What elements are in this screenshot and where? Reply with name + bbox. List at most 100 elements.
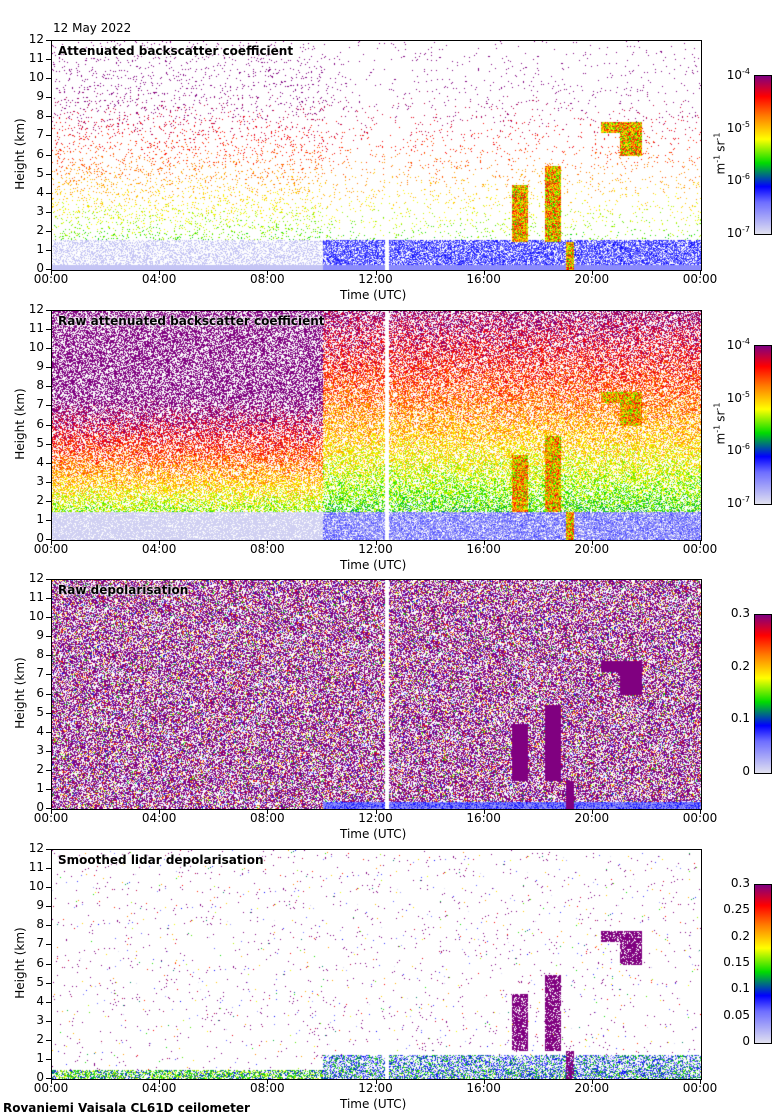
x-tick-mark	[591, 1079, 593, 1084]
x-tick-mark	[159, 270, 161, 275]
colorbar-tick-base: 0.1	[730, 981, 750, 996]
x-tick-mark	[700, 270, 701, 275]
y-tick-mark	[46, 154, 51, 156]
x-axis-label: Time (UTC)	[340, 558, 407, 572]
y-tick-label: 4	[36, 454, 44, 469]
y-tick-label: 8	[36, 917, 44, 932]
x-tick-label: 08:00	[250, 542, 285, 556]
y-tick-mark	[46, 1078, 51, 1079]
y-tick-label: 5	[36, 704, 44, 719]
x-tick-mark	[483, 540, 485, 545]
y-tick-mark	[46, 40, 51, 41]
footer-label: Rovaniemi Vaisala CL61D ceilometer	[3, 1101, 250, 1115]
unit-part: -1	[712, 402, 722, 411]
heatmap-canvas	[52, 850, 701, 1079]
y-axis-label: Height (km)	[13, 656, 27, 729]
y-tick-mark	[46, 808, 51, 809]
colorbar-tick-label: 0.3	[700, 606, 750, 620]
y-tick-label: 10	[28, 70, 44, 85]
y-tick-mark	[46, 925, 51, 927]
plot-panel-4: Smoothed lidar depolarisation	[51, 849, 702, 1080]
x-tick-label: 16:00	[466, 811, 501, 825]
y-tick-label: 1	[36, 1050, 44, 1065]
colorbar-tick-label: 10-7	[700, 225, 750, 240]
colorbar-tick-base: 10	[726, 120, 743, 135]
y-tick-label: 12	[28, 32, 44, 46]
heatmap-canvas	[52, 580, 701, 809]
y-tick-mark	[46, 135, 51, 137]
colorbar-tick-exponent: -7	[742, 495, 750, 504]
colorbar-tick-base: 0	[742, 764, 750, 778]
y-tick-label: 7	[36, 666, 44, 681]
y-tick-mark	[46, 462, 51, 464]
x-tick-mark	[159, 809, 161, 814]
colorbar-tick-label: 0.2	[700, 929, 750, 943]
y-tick-mark	[46, 348, 51, 350]
x-axis-label: Time (UTC)	[340, 827, 407, 841]
colorbar-tick-label: 10-4	[700, 67, 750, 82]
y-tick-label: 11	[28, 590, 44, 605]
y-tick-label: 10	[28, 879, 44, 894]
colorbar-tick-exponent: -4	[742, 67, 750, 76]
y-tick-label: 3	[36, 473, 44, 488]
y-tick-label: 3	[36, 1012, 44, 1027]
y-tick-label: 2	[36, 761, 44, 776]
x-axis-label: Time (UTC)	[340, 288, 407, 302]
colorbar-tick-base: 10	[726, 226, 743, 240]
x-tick-label: 04:00	[141, 272, 177, 286]
y-tick-mark	[46, 636, 51, 638]
y-tick-mark	[46, 481, 51, 483]
y-tick-mark	[46, 424, 51, 426]
colorbar-unit-label: m-1sr-1	[713, 394, 728, 454]
y-tick-mark	[46, 1058, 51, 1060]
y-tick-label: 0	[36, 531, 44, 545]
y-tick-label: 5	[36, 435, 44, 450]
y-tick-label: 8	[36, 378, 44, 393]
y-tick-mark	[46, 750, 51, 752]
unit-part: -1	[712, 132, 722, 141]
y-tick-mark	[46, 386, 51, 388]
plot-panel-1: Attenuated backscatter coefficient	[51, 40, 702, 271]
y-tick-label: 11	[28, 860, 44, 875]
y-tick-mark	[46, 116, 51, 118]
y-tick-mark	[46, 230, 51, 232]
y-tick-label: 6	[36, 685, 44, 700]
colorbar-tick-base: 0.3	[730, 606, 750, 620]
colorbar-tick-exponent: -7	[742, 225, 750, 234]
x-tick-mark	[700, 1079, 701, 1084]
colorbar-tick-base: 10	[726, 68, 743, 82]
heatmap-canvas	[52, 311, 701, 540]
y-tick-label: 11	[28, 321, 44, 336]
y-tick-label: 3	[36, 742, 44, 757]
colorbar-tick-label: 10-6	[700, 442, 750, 457]
y-tick-label: 7	[36, 397, 44, 412]
colorbar-tick-label: 10-6	[700, 172, 750, 187]
x-tick-mark	[51, 270, 52, 275]
y-tick-mark	[46, 539, 51, 540]
x-tick-label: 12:00	[358, 811, 393, 825]
y-tick-mark	[46, 944, 51, 946]
y-tick-mark	[46, 868, 51, 870]
unit-part: sr	[713, 410, 728, 422]
y-tick-mark	[46, 963, 51, 965]
panel-title: Raw depolarisation	[58, 583, 189, 597]
x-tick-mark	[267, 540, 269, 545]
x-tick-mark	[267, 270, 269, 275]
y-tick-mark	[46, 655, 51, 657]
y-tick-label: 9	[36, 898, 44, 913]
plot-panel-2: Raw attenuated backscatter coefficient	[51, 310, 702, 541]
y-tick-mark	[46, 1001, 51, 1003]
x-tick-mark	[51, 809, 52, 814]
y-tick-label: 2	[36, 1031, 44, 1046]
x-tick-mark	[375, 809, 377, 814]
y-tick-mark	[46, 97, 51, 99]
y-tick-label: 8	[36, 108, 44, 123]
x-tick-mark	[483, 270, 485, 275]
colorbar-tick-base: 0.25	[723, 902, 750, 917]
colorbar-tick-exponent: -4	[742, 337, 750, 346]
colorbar-tick-label: 0.1	[700, 711, 750, 725]
y-tick-label: 11	[28, 51, 44, 66]
unit-part: sr	[713, 140, 728, 152]
colorbar-tick-label: 0.05	[700, 1008, 750, 1022]
